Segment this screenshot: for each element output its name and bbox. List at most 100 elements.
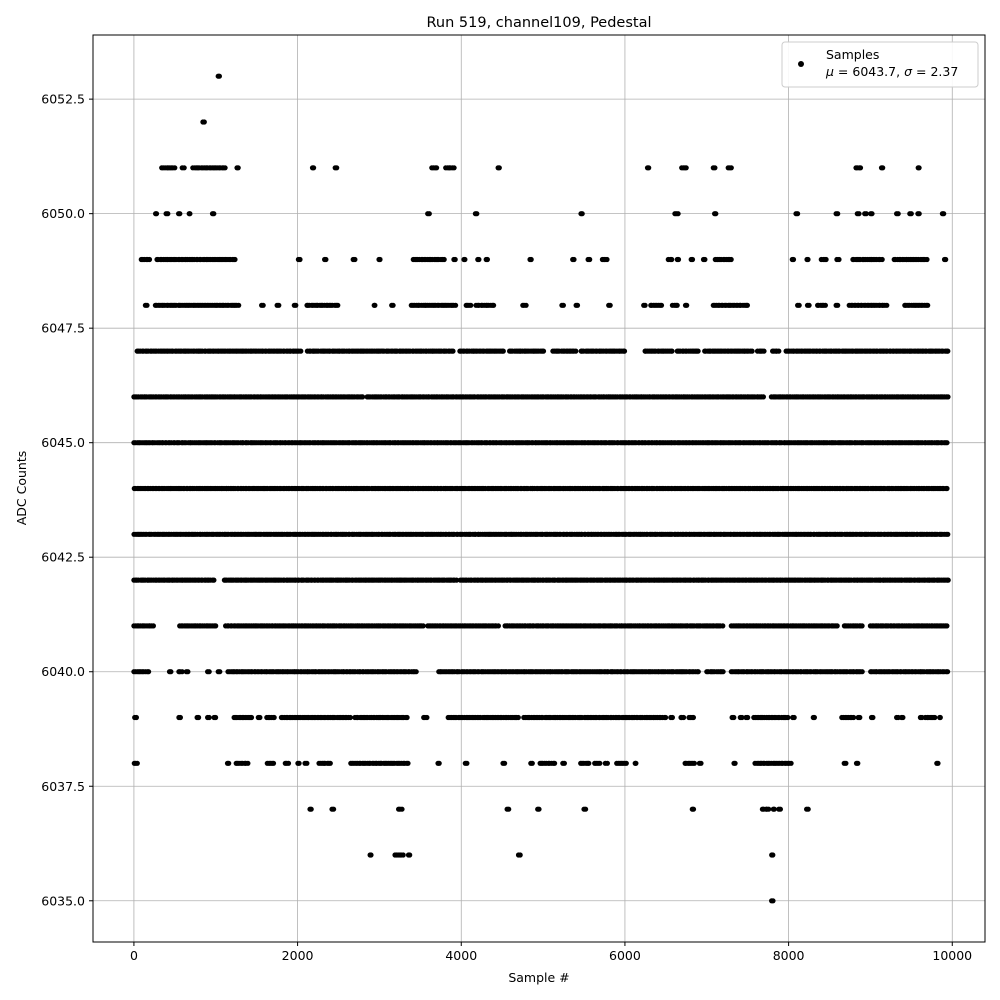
sample-point — [695, 348, 701, 354]
sample-point — [450, 348, 456, 354]
sample-point — [399, 806, 405, 812]
sample-point — [944, 485, 950, 492]
sample-point — [308, 806, 314, 812]
sample-point — [712, 165, 718, 171]
sample-point — [731, 714, 737, 721]
sample-point — [945, 531, 951, 537]
sample-point — [213, 623, 219, 629]
sample-point — [185, 669, 191, 675]
sample-point — [248, 714, 255, 721]
sample-point — [296, 760, 302, 766]
sample-point — [515, 714, 521, 721]
sample-point — [134, 760, 140, 766]
sample-point — [924, 256, 930, 263]
sample-point — [836, 256, 842, 263]
sample-point — [728, 165, 734, 171]
sample-point — [529, 760, 535, 766]
sample-point — [153, 211, 160, 217]
sample-point — [347, 714, 353, 721]
sample-point — [146, 256, 153, 263]
sample-point — [453, 302, 459, 308]
sample-point — [684, 302, 690, 308]
sample-point — [146, 669, 152, 675]
sample-point — [900, 714, 906, 721]
sample-point — [945, 577, 951, 583]
sample-point — [790, 256, 797, 263]
sample-point — [689, 256, 696, 263]
chart-title: Run 519, channel109, Pedestal — [426, 15, 651, 31]
sample-point — [573, 348, 579, 354]
sample-point — [633, 760, 639, 766]
sample-point — [674, 302, 680, 308]
sample-point — [216, 73, 222, 79]
sample-point — [211, 211, 217, 217]
y-axis-label: ADC Counts — [14, 451, 29, 526]
sample-point — [788, 760, 794, 766]
y-tick-label: 6047.5 — [41, 321, 85, 336]
x-tick-label: 4000 — [445, 948, 477, 963]
sample-point — [496, 165, 502, 171]
sample-point — [870, 714, 876, 721]
sample-point — [476, 256, 482, 263]
sample-point — [771, 806, 777, 812]
legend-mu-value: 6043.7 — [852, 64, 896, 79]
sample-point — [823, 256, 829, 263]
sample-point — [770, 898, 776, 904]
sample-point — [270, 760, 277, 766]
sample-point — [785, 714, 791, 721]
sample-point — [271, 714, 277, 721]
sample-point — [835, 211, 841, 217]
sample-point — [857, 714, 863, 721]
y-axis-ticks: 6035.06037.56040.06042.56045.06047.56050… — [41, 92, 93, 908]
sample-point — [517, 852, 523, 858]
sample-point — [944, 440, 950, 446]
y-tick-label: 6042.5 — [41, 550, 85, 565]
sample-point — [805, 806, 811, 812]
sample-point — [916, 211, 922, 217]
sample-point — [235, 165, 241, 171]
y-tick-label: 6040.0 — [41, 664, 85, 679]
sample-point — [468, 302, 474, 308]
sample-point — [144, 302, 150, 308]
sample-point — [464, 760, 470, 766]
sample-point — [150, 623, 156, 629]
legend-box — [781, 41, 979, 88]
sample-point — [834, 623, 840, 629]
sample-point — [552, 760, 558, 766]
sample-point — [226, 760, 232, 766]
sample-point — [935, 760, 941, 766]
sample-point — [732, 760, 738, 766]
legend: Samples μ = 6043.7, σ = 2.37 — [781, 41, 979, 88]
sample-point — [368, 852, 374, 858]
sample-point — [528, 256, 534, 263]
sample-point — [859, 623, 865, 629]
sample-point — [944, 623, 950, 629]
sample-point — [863, 211, 869, 217]
sample-point — [945, 348, 951, 354]
sample-point — [587, 256, 593, 263]
sample-point — [500, 348, 506, 354]
sample-point — [702, 256, 708, 263]
sample-point — [413, 669, 419, 675]
sample-point — [400, 852, 406, 858]
sample-point — [196, 714, 202, 721]
y-tick-label: 6050.0 — [41, 206, 85, 221]
sample-point — [257, 714, 263, 721]
sample-point — [187, 211, 193, 217]
sample-point — [211, 577, 217, 583]
sample-point — [663, 714, 669, 721]
sample-point — [895, 211, 901, 217]
sample-point — [791, 714, 797, 721]
sample-point — [217, 669, 223, 675]
sample-point — [454, 577, 460, 583]
x-tick-label: 2000 — [282, 948, 314, 963]
sample-point — [172, 165, 178, 171]
sample-point — [206, 714, 212, 721]
x-axis-label: Sample # — [508, 970, 569, 985]
sample-point — [323, 256, 329, 263]
sample-point — [766, 806, 772, 812]
sample-point — [879, 256, 885, 263]
legend-sigma-value: 2.37 — [930, 64, 958, 79]
y-tick-label: 6035.0 — [41, 893, 85, 908]
